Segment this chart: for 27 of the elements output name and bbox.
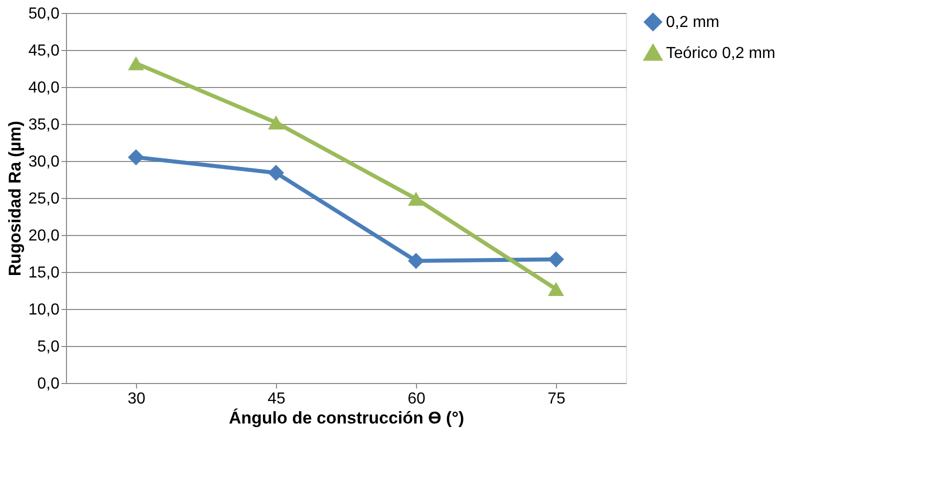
point (548, 282, 564, 296)
y-tick-label: 45,0 (28, 42, 60, 60)
point (548, 251, 564, 268)
y-tick-label: 20,0 (28, 228, 60, 244)
y-tick-label: 50,0 (28, 6, 60, 22)
x-tick-label: 75 (548, 390, 566, 408)
x-axis-title: Ángulo de construcción ϴ (°) (228, 408, 464, 428)
y-tick-label: 35,0 (28, 116, 60, 134)
legend-label: Teórico 0,2 mm (666, 45, 776, 62)
point (408, 192, 424, 206)
x-tick-label: 45 (268, 390, 286, 408)
point (128, 149, 144, 166)
y-tick-label: 10,0 (28, 302, 60, 318)
y-tick-label: 15,0 (28, 264, 60, 282)
y-axis-title: Rugosidad Ra (µm) (5, 120, 24, 276)
y-tick-label: 25,0 (28, 190, 60, 208)
x-tick-label: 30 (128, 390, 146, 408)
y-tick-label: 30,0 (28, 154, 60, 170)
y-tick-label: 0,0 (37, 376, 60, 392)
point (408, 252, 424, 269)
y-tick-label: 40,0 (28, 80, 60, 96)
y-tick-label: 5,0 (37, 338, 60, 356)
legend-label: 0,2 mm (666, 14, 720, 31)
point (268, 164, 284, 181)
point (128, 56, 144, 70)
x-tick-label: 60 (408, 390, 426, 408)
point (268, 116, 284, 130)
